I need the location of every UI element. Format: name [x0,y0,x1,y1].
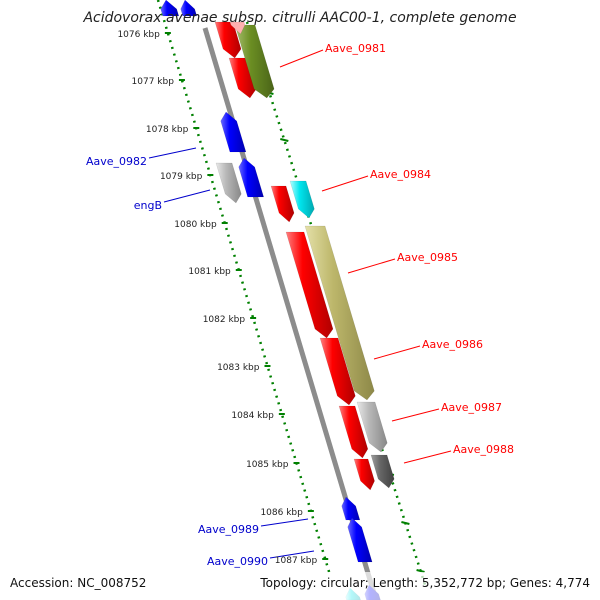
footer-background [0,572,600,600]
leader-line [347,258,396,274]
gene-arrow-forward [220,111,247,153]
leader-line [163,189,211,203]
gene-arrow-reverse [338,405,369,459]
gene-arrow-forward [180,0,198,17]
leader-line [373,345,421,360]
leader-line [391,408,440,422]
ruler-tick-labels: 1076 kbp 1077 kbp 1078 kbp 1079 kbp 1080 kbp… [117,30,317,566]
ruler-tick-label: 1080 kbp [174,220,217,230]
label-leader-lines [148,49,452,559]
gene-label-right: Aave_0988 [453,443,514,456]
gene-arrow-reverse-faded [229,21,246,35]
ruler-tick-label: 1078 kbp [146,125,189,135]
ruler-tick-right [280,138,289,142]
ruler-tick-right [416,569,425,573]
gene-label-right: Aave_0981 [325,42,386,55]
leader-line [148,147,197,159]
gene-arrow-other [234,24,275,99]
ruler-tick-label: 1084 kbp [231,411,274,421]
map-title: Acidovorax avenae subsp. citrulli AAC00-… [82,10,516,26]
gene-label-left: Aave_0990 [207,555,268,568]
gene-arrow-reverse [270,185,295,223]
leader-line [269,550,315,559]
ruler-tick-label: 1081 kbp [188,267,231,277]
ruler-tick-label: 1085 kbp [246,460,289,470]
gene-label-right: Aave_0987 [441,401,502,414]
gene-arrow-forward [238,157,264,198]
ruler-tick-label: 1077 kbp [132,77,175,87]
gene-arrow-forward [160,0,180,17]
gene-label-left: Aave_0989 [198,523,259,536]
gene-arrow-reverse [285,231,334,339]
gene-labels: Aave_0981 Aave_0984 Aave_0985 Aave_0986 Aave… [86,42,514,568]
gene-arrow-other [289,180,315,219]
ruler-tick-right [401,521,410,525]
gene-arrow-forward [341,496,361,521]
gene-label-left: Aave_0982 [86,155,147,168]
ruler-tick-label: 1087 kbp [275,556,318,566]
gene-arrow-other [304,225,375,401]
ruler-tick-label: 1076 kbp [117,30,160,40]
gene-arrow-reverse [353,458,375,491]
gene-label-right: Aave_0984 [370,168,431,181]
gene-arrow-forward [347,517,373,563]
gene-arrow-reverse [319,337,356,406]
gene-label-left: engB [134,199,162,212]
ruler-tick-label: 1082 kbp [203,315,246,325]
leader-line [279,49,324,68]
gene-label-right: Aave_0985 [397,251,458,264]
gene-arrow-hypothetical [370,454,395,489]
ruler-tick-label: 1083 kbp [217,363,260,373]
leader-line [321,175,369,192]
ruler-tracks [156,0,427,586]
leader-line [403,450,452,464]
ruler-tick-label: 1079 kbp [160,172,203,182]
leader-line [260,518,309,527]
genome-summary-text: Topology: circular; Length: 5,352,772 bp… [259,576,590,590]
ruler-tick-label: 1086 kbp [260,508,303,518]
gene-arrow-hypothetical [215,162,242,204]
accession-text: Accession: NC_008752 [10,576,146,590]
gene-arrow-hypothetical [356,401,388,453]
gene-label-right: Aave_0986 [422,338,483,351]
